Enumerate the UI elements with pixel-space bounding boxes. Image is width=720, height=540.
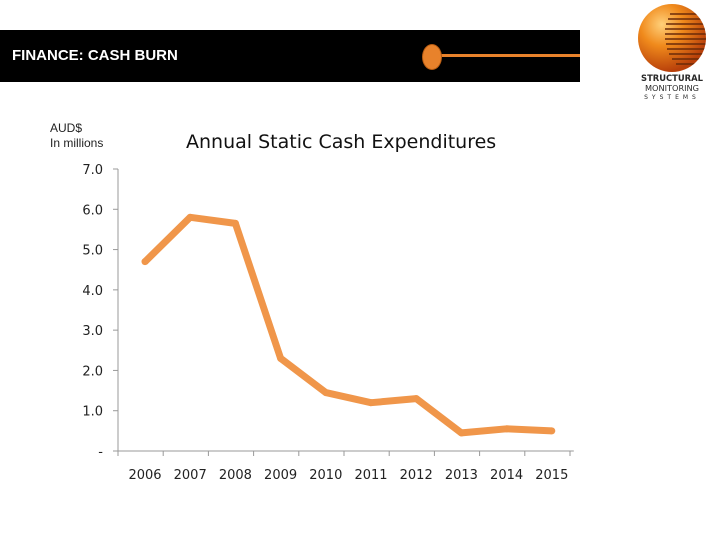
data-point [322,389,330,397]
y-axis-unit-label: AUD$ In millions [50,121,103,151]
x-tick-label: 2015 [535,468,568,483]
x-tick-label: 2011 [354,468,387,483]
x-tick-label: 2014 [490,468,523,483]
y-axis-unit-line2: In millions [50,136,104,150]
x-tick-label: 2012 [400,468,433,483]
data-point [367,399,375,407]
x-tick-label: 2008 [219,468,252,483]
data-point [412,395,420,403]
y-tick-label: 1.0 [82,405,103,420]
y-tick-label: 7.0 [82,163,103,178]
data-point [231,219,239,227]
data-point [457,429,465,437]
y-tick-label: 5.0 [82,244,103,259]
sphere-logo-icon [638,4,706,72]
data-point [277,354,285,362]
logo-text-line2: MONITORING [644,83,700,93]
x-tick-label: 2007 [174,468,207,483]
x-tick-label: 2010 [309,468,342,483]
data-point [548,427,556,435]
slide-title: FINANCE: CASH BURN [12,47,178,64]
y-tick-label: - [98,445,103,460]
y-tick-label: 2.0 [82,364,103,379]
header-accent-line [440,54,580,57]
x-tick-label: 2006 [128,468,161,483]
y-axis-unit-line1: AUD$ [50,121,83,135]
x-tick-label: 2009 [264,468,297,483]
series-line [142,213,552,437]
header-bar: FINANCE: CASH BURN [0,30,580,82]
logo-text-line1: STRUCTURAL [641,73,703,83]
data-point [503,425,511,433]
x-tick-label: 2013 [445,468,478,483]
chart-title: Annual Static Cash Expenditures [186,131,497,153]
data-point [186,213,194,221]
y-tick-label: 3.0 [82,324,103,339]
logo-text-line3: SYSTEMS [644,94,700,101]
y-tick-label: 6.0 [82,203,103,218]
y-tick-label: 4.0 [82,284,103,299]
header-accent-knob [422,44,442,70]
data-point [141,258,149,266]
